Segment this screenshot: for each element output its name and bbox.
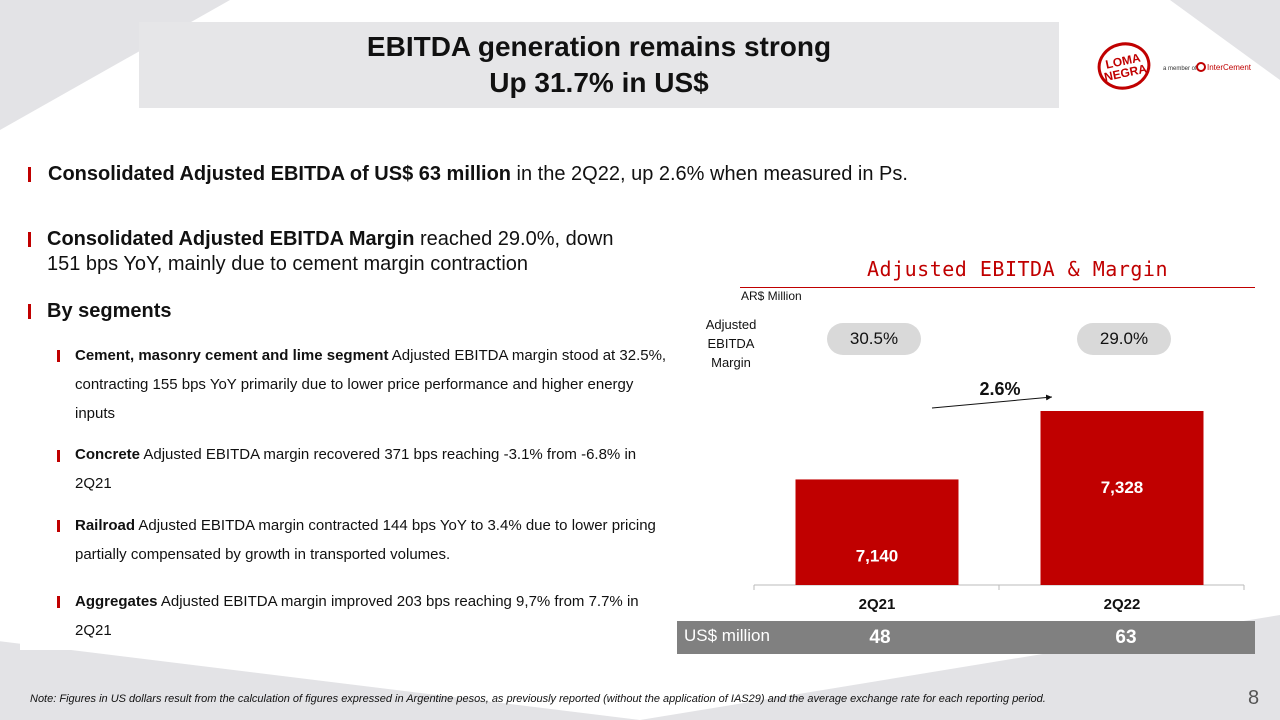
segment-aggregates-text: Adjusted EBITDA margin improved 203 bps … (75, 593, 639, 639)
segment-cement-title: Cement, masonry cement and lime segment (75, 347, 389, 364)
segment-concrete: Concrete Adjusted EBITDA margin recovere… (75, 440, 675, 498)
slide-title: EBITDA generation remains strong Up 31.7… (139, 22, 1059, 108)
loma-negra-logo-icon: LOMA NEGRA a member of InterCement (1097, 42, 1252, 90)
bullet-marker-1 (28, 167, 31, 182)
us-dollar-row-label: US$ million (684, 626, 770, 645)
chart-unit-label: AR$ Million (741, 289, 802, 303)
bar-value-label-2q21: 7,140 (856, 546, 899, 565)
segment-aggregates-title: Aggregates (75, 593, 158, 610)
margin-row-label: Adjusted EBITDA Margin (705, 317, 757, 370)
logo-member-text: a member of (1163, 66, 1197, 72)
segment-railroad: Railroad Adjusted EBITDA margin contract… (75, 511, 675, 569)
bar-2q22 (1040, 411, 1204, 585)
segment-concrete-text: Adjusted EBITDA margin recovered 371 bps… (75, 446, 637, 492)
footnote: Note: Figures in US dollars result from … (30, 693, 1046, 705)
x-tick-label-2q22: 2Q22 (1104, 596, 1141, 613)
bullet-margin-bold: Consolidated Adjusted EBITDA Margin (47, 228, 415, 250)
bullet-margin-rest: reached 29.0%, down (414, 228, 614, 250)
segment-cement-text: Adjusted EBITDA margin stood at 32.5%, c… (75, 347, 667, 422)
logo-parent-brand: InterCement (1207, 63, 1252, 72)
company-logo: LOMA NEGRA a member of InterCement (1097, 40, 1257, 92)
bullet-ebitda-bold: Consolidated Adjusted EBITDA of US$ 63 m… (48, 163, 511, 185)
growth-arrow-icon (931, 394, 1053, 409)
growth-label: 2.6% (979, 379, 1020, 399)
us-dollar-value-2q22: 63 (1115, 627, 1137, 648)
margin-pill-2q22: 29.0% (1077, 323, 1171, 355)
title-line-2: Up 31.7% in US$ (489, 67, 709, 98)
bullet-margin-line2: 151 bps YoY, mainly due to cement margin… (47, 253, 529, 275)
chart-title-rule (740, 287, 1255, 288)
segment-marker-railroad (57, 520, 60, 532)
bullet-ebitda: Consolidated Adjusted EBITDA of US$ 63 m… (48, 163, 908, 186)
bullet-margin: Consolidated Adjusted EBITDA Margin reac… (47, 228, 613, 251)
us-dollar-value-2q21: 48 (869, 627, 891, 648)
bullet-marker-2 (28, 232, 31, 247)
margin-pill-2q21: 30.5% (827, 323, 921, 355)
segment-marker-concrete (57, 450, 60, 462)
chart-title: Adjusted EBITDA & Margin (867, 257, 1168, 281)
segment-aggregates: Aggregates Adjusted EBITDA margin improv… (75, 587, 675, 645)
content-panel (20, 150, 665, 650)
segment-concrete-title: Concrete (75, 446, 141, 463)
segment-cement: Cement, masonry cement and lime segment … (75, 341, 675, 428)
bullet-marker-3 (28, 304, 31, 319)
title-line-1: EBITDA generation remains strong (366, 31, 832, 62)
bullet-segments: By segments (47, 300, 172, 322)
us-dollar-row (677, 621, 1255, 654)
segment-railroad-text: Adjusted EBITDA margin contracted 144 bp… (75, 517, 656, 563)
segment-marker-aggregates (57, 596, 60, 608)
page-number: 8 (1248, 687, 1260, 709)
bar-value-label-2q22: 7,328 (1101, 478, 1144, 497)
segment-railroad-title: Railroad (75, 517, 136, 534)
segment-marker-cement (57, 350, 60, 362)
bar-2q21 (795, 479, 959, 585)
bullet-ebitda-rest: in the 2Q22, up 2.6% when measured in Ps… (511, 163, 908, 185)
intercement-icon (1196, 62, 1206, 72)
x-tick-label-2q21: 2Q21 (859, 596, 896, 613)
